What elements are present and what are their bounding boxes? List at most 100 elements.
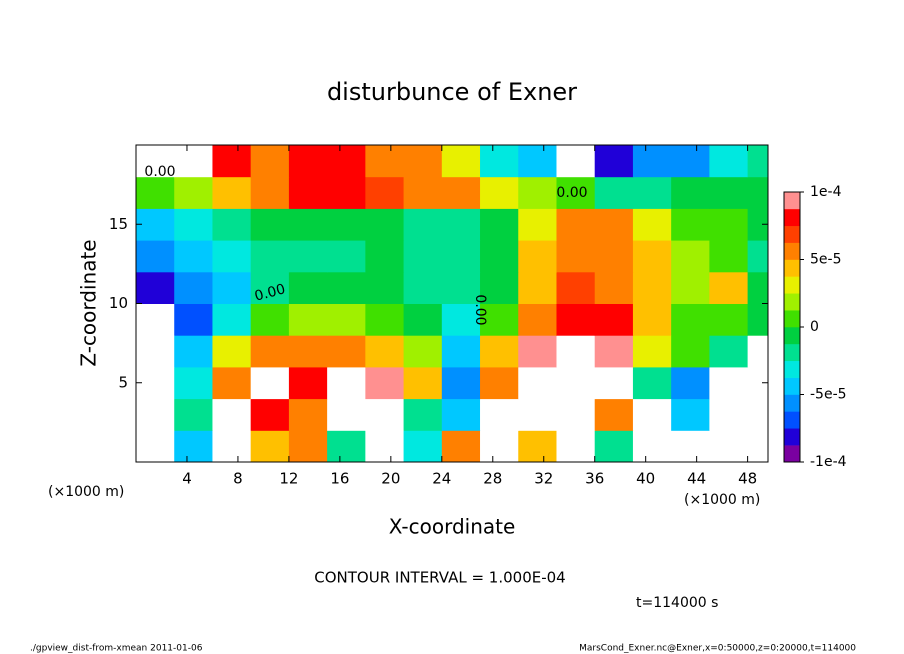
field-cell	[212, 208, 252, 241]
colorbar-segment	[784, 276, 800, 294]
colorbar-segment	[784, 208, 800, 227]
field-cell	[632, 398, 672, 431]
field-cell	[632, 240, 672, 273]
field-cell	[747, 145, 768, 178]
field-cell	[365, 430, 405, 462]
field-cell	[709, 303, 749, 336]
x-tick-label: 16	[330, 470, 349, 488]
field-cell	[480, 176, 519, 209]
field-cell	[709, 208, 749, 241]
field-cell	[441, 176, 481, 209]
field-cell	[174, 176, 213, 209]
x-axis-label: X-coordinate	[389, 515, 516, 539]
field-cell	[556, 208, 596, 241]
field-cell	[518, 398, 557, 431]
x-tick-label: 48	[738, 470, 757, 488]
field-cell	[212, 240, 252, 273]
field-cell	[441, 145, 481, 178]
field-cell	[403, 240, 443, 273]
field-cell	[403, 208, 443, 241]
field-cell	[174, 240, 213, 273]
field-cell	[747, 208, 768, 241]
field-cell	[288, 430, 328, 462]
field-cell	[403, 271, 443, 304]
field-cell	[288, 271, 328, 304]
field-cell	[136, 208, 175, 241]
footer-right: MarsCond_Exner.nc@Exner,x=0:50000,z=0:20…	[579, 644, 856, 654]
colorbar-segment	[784, 293, 800, 311]
field-cell	[709, 398, 749, 431]
field-cell	[594, 366, 634, 400]
field-cell	[480, 398, 519, 431]
colorbar-tick-label: -5e-5	[810, 387, 847, 403]
field-cell	[174, 303, 213, 336]
field-cell	[441, 398, 481, 431]
field-cell	[632, 303, 672, 336]
field-cell	[518, 271, 557, 304]
field-cell	[174, 208, 213, 241]
field-cell	[403, 145, 443, 178]
field-cell	[480, 430, 519, 462]
x-tick-label: 36	[585, 470, 604, 488]
field-cell	[594, 176, 634, 209]
field-cell	[556, 145, 596, 178]
field-cell	[174, 366, 213, 400]
field-cell	[212, 366, 252, 400]
y-tick-label: 15	[109, 215, 128, 233]
colorbar-segment	[784, 394, 800, 412]
x-tick-label: 4	[182, 470, 192, 488]
field-cell	[327, 240, 366, 273]
field-cell	[136, 335, 175, 368]
field-cell	[747, 240, 768, 273]
field-cell	[136, 271, 175, 304]
colorbar-segment	[784, 360, 800, 378]
field-cell	[212, 335, 252, 368]
field-cell	[327, 335, 366, 368]
field-cell	[556, 176, 596, 209]
field-cell	[136, 176, 175, 209]
field-cell	[441, 430, 481, 462]
field-cell	[594, 145, 634, 178]
field-cell	[288, 366, 328, 400]
colorbar-segment	[784, 242, 800, 260]
field-cell	[747, 398, 768, 431]
field-cell	[518, 208, 557, 241]
field-cell	[327, 145, 366, 178]
field-cell	[594, 303, 634, 336]
field-cell	[365, 176, 405, 209]
footer-left: ./gpview_dist-from-xmean 2011-01-06	[30, 644, 203, 654]
field-cell	[518, 366, 557, 400]
colorbar-segment	[784, 445, 800, 463]
field-cell	[365, 208, 405, 241]
field-cell	[403, 303, 443, 336]
field-cell	[556, 398, 596, 431]
field-cell	[250, 398, 290, 431]
field-cell	[250, 366, 290, 400]
field-cell	[747, 430, 768, 462]
y-tick-label: 5	[118, 373, 128, 391]
y-unit: (×1000 m)	[684, 492, 760, 508]
field-cell	[671, 145, 710, 178]
field-cell	[747, 271, 768, 304]
colorbar-segment	[784, 411, 800, 429]
field-cell	[747, 335, 768, 368]
x-tick-label: 28	[483, 470, 502, 488]
field-cell	[212, 176, 252, 209]
field-cell	[632, 176, 672, 209]
field-cell	[556, 303, 596, 336]
field-cell	[250, 335, 290, 368]
field-cell	[212, 271, 252, 304]
field-cell	[709, 176, 749, 209]
field-cell	[709, 271, 749, 304]
field-cell	[403, 335, 443, 368]
field-cell	[250, 176, 290, 209]
field-cell	[174, 398, 213, 431]
field-cell	[365, 271, 405, 304]
x-unit: (×1000 m)	[48, 484, 124, 500]
field-cell	[709, 240, 749, 273]
colorbar-tick-label: 1e-4	[810, 184, 842, 200]
field-cell	[327, 208, 366, 241]
field-cell	[136, 145, 175, 178]
field-cell	[441, 366, 481, 400]
